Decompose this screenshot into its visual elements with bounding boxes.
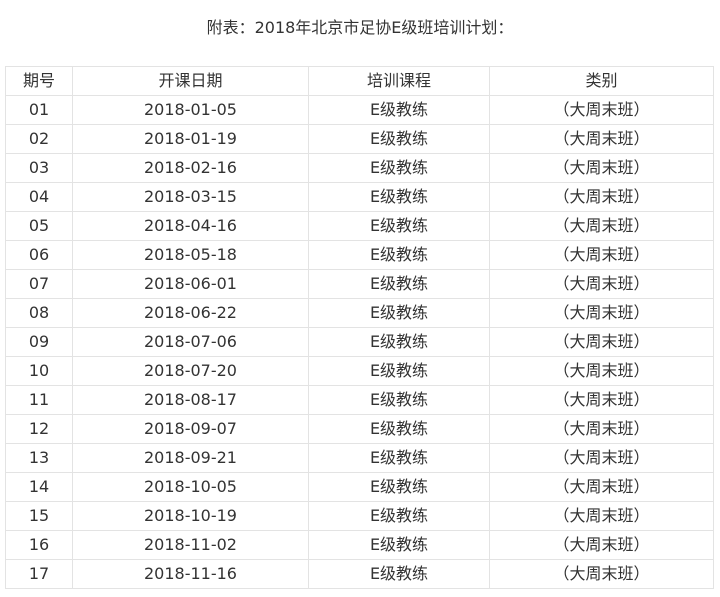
cell-period: 04 bbox=[5, 182, 73, 212]
cell-course: E级教练 bbox=[308, 124, 490, 154]
cell-category: （大周末班） bbox=[489, 443, 714, 473]
table-row: 09 2018-07-06 E级教练 （大周末班） bbox=[5, 327, 714, 357]
cell-start-date: 2018-07-06 bbox=[72, 327, 309, 357]
table-row: 03 2018-02-16 E级教练 （大周末班） bbox=[5, 153, 714, 183]
cell-start-date: 2018-01-19 bbox=[72, 124, 309, 154]
cell-category: （大周末班） bbox=[489, 559, 714, 589]
table-row: 16 2018-11-02 E级教练 （大周末班） bbox=[5, 530, 714, 560]
table-row: 15 2018-10-19 E级教练 （大周末班） bbox=[5, 501, 714, 531]
cell-category: （大周末班） bbox=[489, 327, 714, 357]
cell-period: 10 bbox=[5, 356, 73, 386]
cell-category: （大周末班） bbox=[489, 182, 714, 212]
cell-category: （大周末班） bbox=[489, 211, 714, 241]
cell-category: （大周末班） bbox=[489, 356, 714, 386]
table-row: 01 2018-01-05 E级教练 （大周末班） bbox=[5, 95, 714, 125]
cell-category: （大周末班） bbox=[489, 501, 714, 531]
table-row: 11 2018-08-17 E级教练 （大周末班） bbox=[5, 385, 714, 415]
cell-period: 16 bbox=[5, 530, 73, 560]
header-start-date: 开课日期 bbox=[72, 66, 309, 96]
cell-period: 11 bbox=[5, 385, 73, 415]
cell-start-date: 2018-04-16 bbox=[72, 211, 309, 241]
cell-course: E级教练 bbox=[308, 240, 490, 270]
cell-course: E级教练 bbox=[308, 414, 490, 444]
cell-start-date: 2018-11-02 bbox=[72, 530, 309, 560]
cell-category: （大周末班） bbox=[489, 298, 714, 328]
cell-course: E级教练 bbox=[308, 298, 490, 328]
cell-start-date: 2018-01-05 bbox=[72, 95, 309, 125]
cell-period: 12 bbox=[5, 414, 73, 444]
cell-course: E级教练 bbox=[308, 269, 490, 299]
table-row: 10 2018-07-20 E级教练 （大周末班） bbox=[5, 356, 714, 386]
table-row: 04 2018-03-15 E级教练 （大周末班） bbox=[5, 182, 714, 212]
table-row: 14 2018-10-05 E级教练 （大周末班） bbox=[5, 472, 714, 502]
cell-start-date: 2018-02-16 bbox=[72, 153, 309, 183]
table-row: 05 2018-04-16 E级教练 （大周末班） bbox=[5, 211, 714, 241]
cell-start-date: 2018-08-17 bbox=[72, 385, 309, 415]
cell-start-date: 2018-09-07 bbox=[72, 414, 309, 444]
cell-period: 01 bbox=[5, 95, 73, 125]
cell-course: E级教练 bbox=[308, 211, 490, 241]
cell-period: 17 bbox=[5, 559, 73, 589]
table-row: 12 2018-09-07 E级教练 （大周末班） bbox=[5, 414, 714, 444]
header-category: 类别 bbox=[489, 66, 714, 96]
table-row: 02 2018-01-19 E级教练 （大周末班） bbox=[5, 124, 714, 154]
table-row: 13 2018-09-21 E级教练 （大周末班） bbox=[5, 443, 714, 473]
cell-period: 09 bbox=[5, 327, 73, 357]
cell-course: E级教练 bbox=[308, 356, 490, 386]
page-title: 附表：2018年北京市足协E级班培训计划： bbox=[206, 18, 514, 37]
cell-course: E级教练 bbox=[308, 530, 490, 560]
cell-start-date: 2018-11-16 bbox=[72, 559, 309, 589]
table-row: 07 2018-06-01 E级教练 （大周末班） bbox=[5, 269, 714, 299]
table-row: 17 2018-11-16 E级教练 （大周末班） bbox=[5, 559, 714, 589]
cell-category: （大周末班） bbox=[489, 240, 714, 270]
cell-category: （大周末班） bbox=[489, 95, 714, 125]
cell-course: E级教练 bbox=[308, 327, 490, 357]
cell-period: 08 bbox=[5, 298, 73, 328]
cell-start-date: 2018-10-19 bbox=[72, 501, 309, 531]
cell-course: E级教练 bbox=[308, 182, 490, 212]
cell-course: E级教练 bbox=[308, 443, 490, 473]
cell-course: E级教练 bbox=[308, 95, 490, 125]
cell-course: E级教练 bbox=[308, 385, 490, 415]
cell-category: （大周末班） bbox=[489, 414, 714, 444]
cell-start-date: 2018-07-20 bbox=[72, 356, 309, 386]
cell-start-date: 2018-05-18 bbox=[72, 240, 309, 270]
cell-course: E级教练 bbox=[308, 501, 490, 531]
cell-start-date: 2018-09-21 bbox=[72, 443, 309, 473]
cell-period: 03 bbox=[5, 153, 73, 183]
cell-period: 05 bbox=[5, 211, 73, 241]
cell-period: 15 bbox=[5, 501, 73, 531]
table-row: 06 2018-05-18 E级教练 （大周末班） bbox=[5, 240, 714, 270]
cell-period: 14 bbox=[5, 472, 73, 502]
cell-start-date: 2018-03-15 bbox=[72, 182, 309, 212]
cell-period: 06 bbox=[5, 240, 73, 270]
training-schedule-table: 期号 开课日期 培训课程 类别 01 2018-01-05 E级教练 （大周末班） 02… bbox=[5, 66, 714, 589]
header-period: 期号 bbox=[5, 66, 73, 96]
cell-category: （大周末班） bbox=[489, 385, 714, 415]
cell-course: E级教练 bbox=[308, 559, 490, 589]
cell-category: （大周末班） bbox=[489, 269, 714, 299]
cell-category: （大周末班） bbox=[489, 472, 714, 502]
cell-course: E级教练 bbox=[308, 153, 490, 183]
cell-course: E级教练 bbox=[308, 472, 490, 502]
cell-start-date: 2018-10-05 bbox=[72, 472, 309, 502]
cell-period: 13 bbox=[5, 443, 73, 473]
cell-category: （大周末班） bbox=[489, 530, 714, 560]
cell-start-date: 2018-06-22 bbox=[72, 298, 309, 328]
cell-period: 02 bbox=[5, 124, 73, 154]
cell-start-date: 2018-06-01 bbox=[72, 269, 309, 299]
table-row: 08 2018-06-22 E级教练 （大周末班） bbox=[5, 298, 714, 328]
table-header-row: 期号 开课日期 培训课程 类别 bbox=[5, 66, 714, 96]
cell-category: （大周末班） bbox=[489, 153, 714, 183]
cell-period: 07 bbox=[5, 269, 73, 299]
cell-category: （大周末班） bbox=[489, 124, 714, 154]
header-course: 培训课程 bbox=[308, 66, 490, 96]
